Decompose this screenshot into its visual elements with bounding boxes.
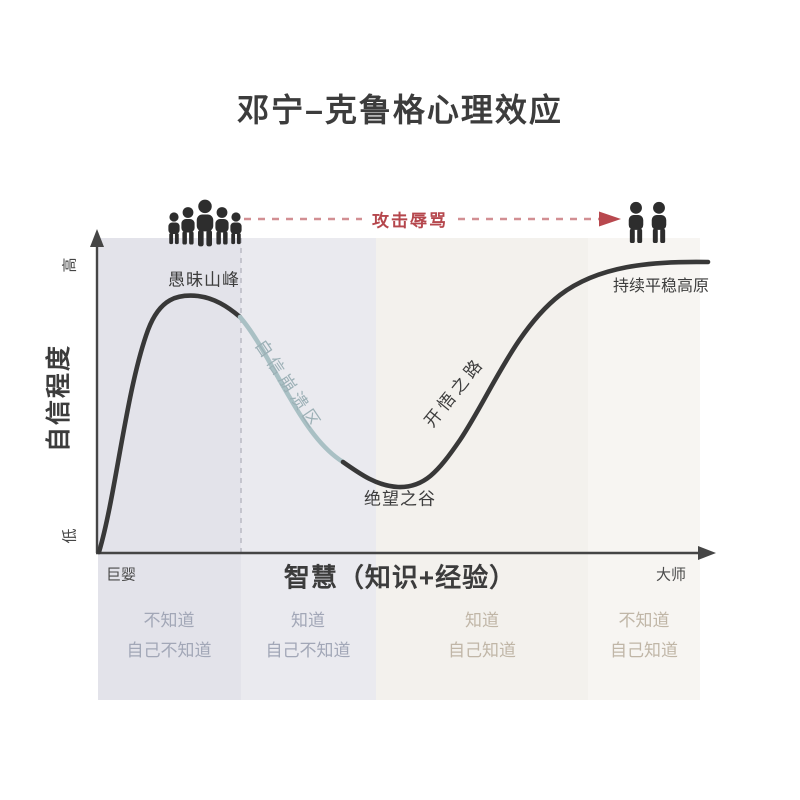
attack-arrow-label: 攻击辱骂 [372, 211, 448, 231]
band-caption-4: 不知道 自己知道 [610, 606, 678, 666]
band-known-known [376, 238, 588, 700]
x-axis-right-tick: 大师 [655, 566, 687, 584]
attack-arrow [244, 211, 621, 227]
curve-enlightenment-to-plateau [340, 259, 711, 490]
plateau-label: 持续平稳高原 [612, 278, 710, 295]
band-caption-4-line1: 不知道 [618, 611, 670, 630]
band-unknown-known [588, 238, 700, 700]
y-axis-high-tick: 高 [61, 257, 79, 273]
curve-rise-to-peak [96, 293, 243, 555]
two-people-icon [628, 201, 667, 244]
band-caption-3-line1: 知道 [465, 611, 499, 630]
band-caption-1-line2: 自己不知道 [126, 641, 212, 660]
valley-of-despair-label: 绝望之谷 [364, 489, 436, 509]
y-axis-title: 自信程度 [45, 343, 73, 453]
peak-of-ignorance-label: 愚昧山峰 [168, 270, 240, 290]
band-caption-1: 不知道 自己不知道 [127, 606, 212, 666]
crowd-of-people-icon [168, 199, 242, 247]
x-axis-left-tick: 巨婴 [105, 566, 137, 584]
band-caption-4-line2: 自己知道 [610, 641, 678, 660]
curve-confidence-collapse [237, 314, 346, 465]
x-axis-arrowhead [698, 546, 716, 560]
y-axis-low-tick: 低 [61, 528, 79, 544]
band-unknown-unknown [98, 238, 241, 700]
band-caption-3: 知道 自己知道 [448, 606, 516, 666]
confidence-curve [96, 259, 711, 555]
band-caption-3-line2: 自己知道 [448, 641, 516, 660]
page-title: 邓宁–克鲁格心理效应 [237, 92, 563, 128]
band-caption-2-line2: 自己不知道 [265, 641, 351, 660]
band-caption-2: 知道 自己不知道 [266, 606, 351, 666]
attack-arrowhead [599, 211, 621, 227]
y-axis-arrowhead [90, 229, 104, 247]
x-axis-title: 智慧（知识+经验） [283, 562, 517, 593]
band-caption-2-line1: 知道 [291, 611, 325, 630]
band-caption-1-line1: 不知道 [143, 611, 195, 630]
axes [95, 242, 701, 555]
